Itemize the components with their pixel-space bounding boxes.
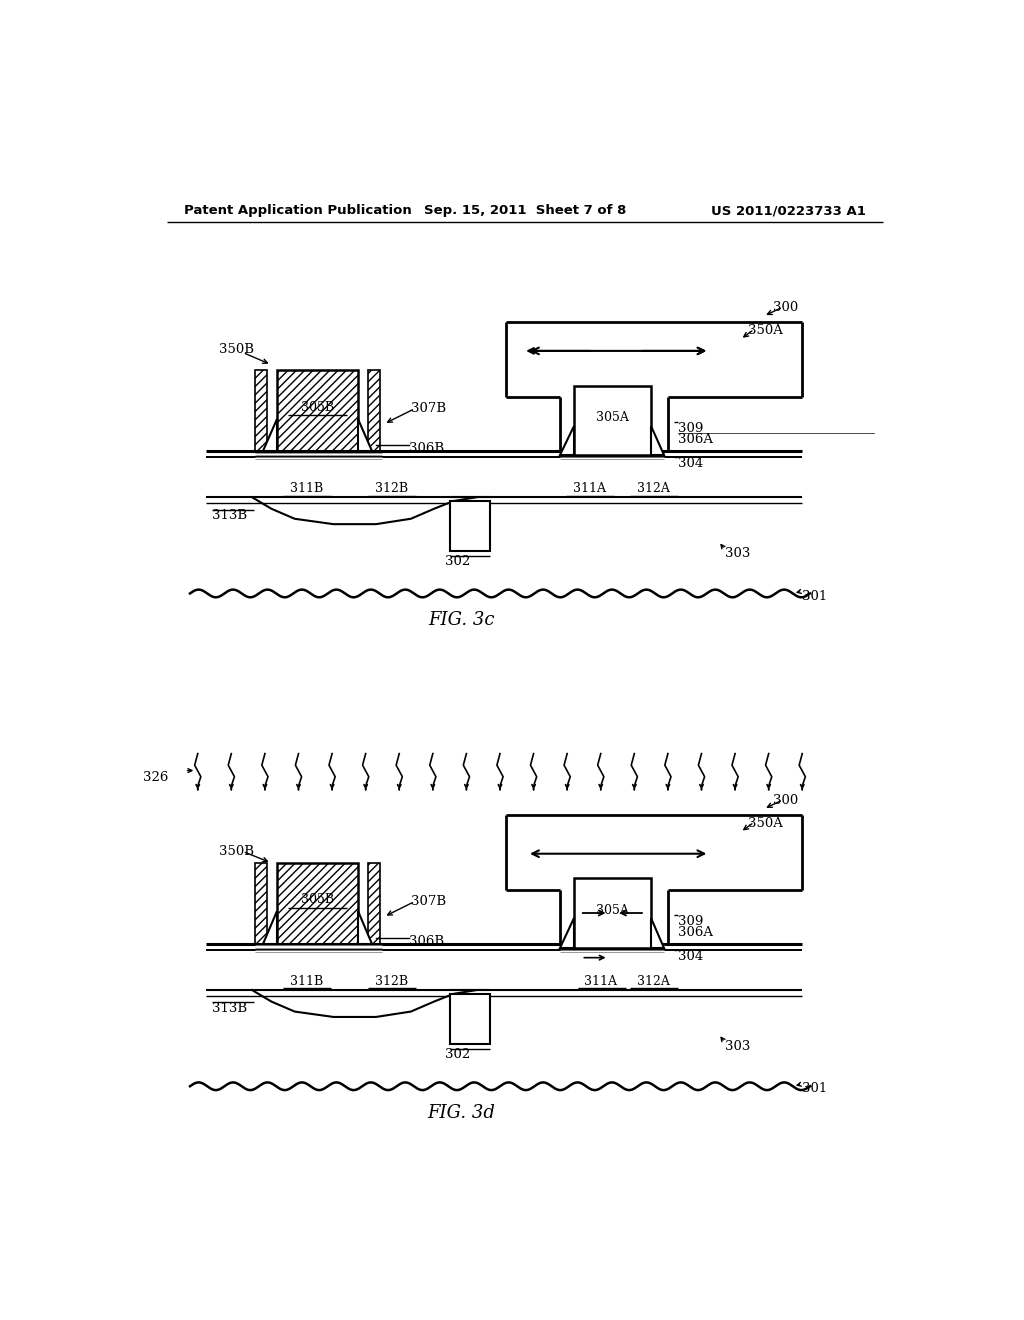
Text: 302: 302 xyxy=(444,554,470,568)
Bar xyxy=(255,370,266,451)
Text: 305A: 305A xyxy=(596,412,629,425)
Bar xyxy=(255,863,266,944)
Text: 307B: 307B xyxy=(411,401,446,414)
Text: FIG. 3d: FIG. 3d xyxy=(427,1105,496,1122)
Text: 305A: 305A xyxy=(596,904,629,917)
Text: 309: 309 xyxy=(678,422,703,434)
Polygon shape xyxy=(263,418,276,451)
Bar xyxy=(369,863,380,944)
Bar xyxy=(450,994,489,1044)
Polygon shape xyxy=(651,425,665,455)
Text: 302: 302 xyxy=(444,1048,470,1061)
Text: 306A: 306A xyxy=(678,927,714,939)
Text: 326: 326 xyxy=(143,771,168,784)
Text: 303: 303 xyxy=(725,548,751,560)
Text: 350B: 350B xyxy=(219,845,254,858)
Text: 305B: 305B xyxy=(300,894,334,907)
Text: 313B: 313B xyxy=(212,1002,247,1015)
Text: 304: 304 xyxy=(678,457,703,470)
Bar xyxy=(369,370,380,451)
Bar xyxy=(450,502,489,552)
Text: 307B: 307B xyxy=(411,895,446,908)
Polygon shape xyxy=(358,418,372,451)
Text: US 2011/0223733 A1: US 2011/0223733 A1 xyxy=(711,205,866,218)
Polygon shape xyxy=(560,425,573,455)
Text: 300: 300 xyxy=(773,793,798,807)
Bar xyxy=(276,370,358,451)
Text: 304: 304 xyxy=(678,950,703,964)
Text: 311A: 311A xyxy=(585,974,617,987)
Text: 312B: 312B xyxy=(375,482,408,495)
Text: 311A: 311A xyxy=(572,482,605,495)
Text: 306B: 306B xyxy=(409,442,443,455)
Text: 311B: 311B xyxy=(290,974,323,987)
Text: 306B: 306B xyxy=(409,935,443,948)
Text: 350A: 350A xyxy=(748,323,783,337)
Text: 313B: 313B xyxy=(212,508,247,521)
Text: FIG. 3c: FIG. 3c xyxy=(428,611,495,630)
Bar xyxy=(276,863,358,944)
Text: 350A: 350A xyxy=(748,817,783,830)
Text: 312A: 312A xyxy=(637,974,670,987)
Text: 303: 303 xyxy=(725,1040,751,1053)
Polygon shape xyxy=(651,919,665,948)
Text: 312A: 312A xyxy=(637,482,670,495)
Text: 311B: 311B xyxy=(290,482,323,495)
Text: 309: 309 xyxy=(678,915,703,928)
Polygon shape xyxy=(358,911,372,944)
Text: Patent Application Publication: Patent Application Publication xyxy=(183,205,412,218)
Polygon shape xyxy=(560,919,573,948)
Bar xyxy=(573,878,651,948)
Bar xyxy=(573,385,651,455)
Text: 305B: 305B xyxy=(300,400,334,413)
Text: 350B: 350B xyxy=(219,343,254,356)
Text: 306A: 306A xyxy=(678,433,714,446)
Text: 312B: 312B xyxy=(375,974,408,987)
Text: 300: 300 xyxy=(773,301,798,314)
Text: Sep. 15, 2011  Sheet 7 of 8: Sep. 15, 2011 Sheet 7 of 8 xyxy=(424,205,626,218)
Text: 301: 301 xyxy=(802,1082,827,1096)
Polygon shape xyxy=(263,911,276,944)
Text: 301: 301 xyxy=(802,590,827,603)
